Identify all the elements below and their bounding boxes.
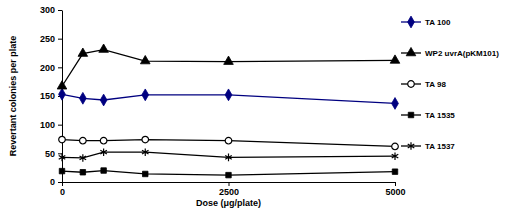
x-axis-title: Dose (μg/plate) [196,198,261,208]
marker [142,89,149,101]
y-tick: 200 [40,63,62,73]
marker [225,154,232,162]
x-tick: 5000 [385,182,405,197]
marker [224,56,234,64]
marker [225,137,232,144]
y-tick-mark [58,125,62,126]
plot-area [57,44,400,178]
marker [392,152,399,160]
x-tick-mark [62,182,63,186]
marker [226,172,231,177]
chart: 0 2500 5000 0 50 100 150 200 250 300 Dose (μg/plat… [0,0,509,213]
marker [80,137,87,144]
marker [59,154,66,162]
y-tick-label: 100 [40,120,55,130]
y-tick-label: 150 [40,91,55,101]
legend-label: WP2 uvrA(pKM101) [425,49,499,58]
y-tick-mark [58,10,62,11]
marker [57,81,67,89]
marker [143,171,148,176]
x-tick: 0 [60,182,65,197]
marker [79,92,86,104]
x-tick-mark [395,182,396,186]
y-tick-label: 200 [40,63,55,73]
x-tick-label: 2500 [219,187,239,197]
marker [225,89,232,101]
x-axis: 0 2500 5000 [60,182,406,197]
x-tick-mark [229,182,230,186]
legend-label: TA 100 [425,18,451,27]
legend-marker [408,142,415,150]
marker [100,94,107,106]
legend-item: TA 98 [401,80,446,89]
marker [100,148,107,156]
legend-label: TA 1537 [425,142,455,151]
y-tick: 100 [40,120,62,130]
y-axis-title: Revertant colonies per plate [8,36,18,157]
legend-marker [408,16,415,28]
marker [59,88,66,100]
y-tick-label: 0 [50,177,55,187]
legend-marker [408,81,415,88]
y-tick-label: 300 [40,5,55,15]
legend-item: TA 1537 [401,142,455,151]
marker [100,137,107,144]
x-tick: 2500 [219,182,239,197]
marker [80,170,85,175]
legend-item: TA 100 [401,16,451,28]
marker [392,169,397,174]
y-tick: 0 [50,177,62,187]
marker [142,136,149,143]
y-tick-label: 50 [45,149,55,159]
marker [59,168,64,173]
marker [80,154,87,162]
y-tick-mark [58,39,62,40]
y-tick-label: 250 [40,34,55,44]
y-tick: 250 [40,34,62,44]
y-tick: 300 [40,5,62,15]
y-tick: 50 [45,149,62,159]
y-tick-mark [58,67,62,68]
marker [390,55,400,63]
legend-item: TA 1535 [401,111,455,120]
series-line [62,50,395,87]
marker [78,48,88,56]
y-tick-mark [58,182,62,183]
legend-marker [408,112,413,117]
marker [140,55,150,63]
legend: TA 100 WP2 uvrA(pKM101) TA 98 TA 1535 TA 153… [401,16,499,151]
y-tick: 150 [40,91,62,101]
marker [59,136,66,143]
x-tick-label: 5000 [385,187,405,197]
marker [142,148,149,156]
marker [99,44,109,52]
marker [392,98,399,110]
legend-label: TA 1535 [425,111,455,120]
legend-label: TA 98 [425,80,446,89]
marker [101,168,106,173]
legend-item: WP2 uvrA(pKM101) [401,47,499,58]
y-axis: 0 50 100 150 200 250 300 [40,5,63,187]
legend-marker [406,47,416,55]
marker [392,143,399,150]
x-tick-label: 0 [60,187,65,197]
